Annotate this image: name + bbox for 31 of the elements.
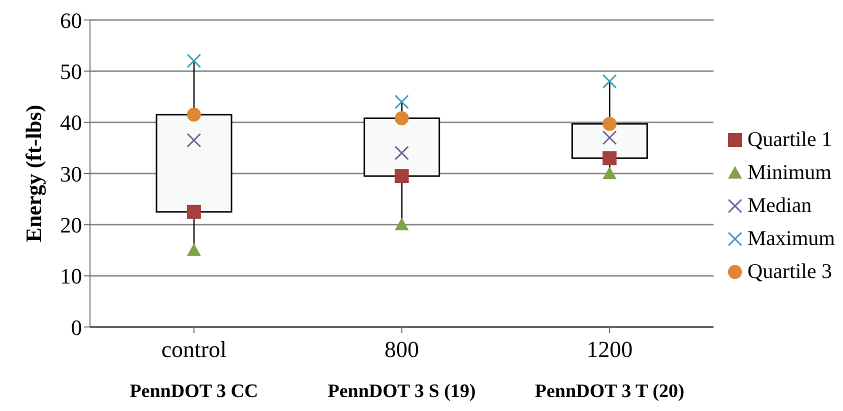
y-tick-label: 20 [60, 212, 82, 238]
legend-label: Minimum [748, 160, 832, 185]
point [602, 166, 617, 180]
x-tick-label: 800 PennDOT 3 S (19) [328, 337, 476, 402]
point [602, 74, 617, 88]
point [394, 169, 409, 184]
y-tick-label: 10 [60, 264, 82, 289]
legend-label: Quartile 3 [748, 259, 832, 284]
point [186, 108, 201, 122]
point [186, 54, 201, 68]
y-tick-label: 40 [60, 110, 82, 136]
point [394, 111, 409, 126]
point [602, 116, 617, 131]
legend-label: Median [748, 193, 812, 218]
legend-label: Quartile 1 [748, 127, 832, 152]
point [186, 204, 201, 219]
point [602, 130, 617, 145]
x-tick-label: control PennDOT 3 CC [130, 337, 258, 402]
legend-label: Maximum [748, 226, 835, 251]
y-tick-label: 30 [60, 161, 82, 186]
point [394, 94, 409, 109]
x-tick-label: 1200 PennDOT 3 T (20) [534, 337, 684, 402]
y-tick-label: 0 [71, 314, 82, 340]
point [394, 146, 409, 160]
point [186, 133, 201, 148]
point [186, 243, 201, 256]
point [394, 218, 409, 230]
y-tick-label: 60 [60, 8, 82, 33]
y-tick-label: 50 [60, 58, 82, 84]
y-axis-title: Energy (ft-lbs) [21, 104, 46, 242]
point [602, 151, 617, 166]
